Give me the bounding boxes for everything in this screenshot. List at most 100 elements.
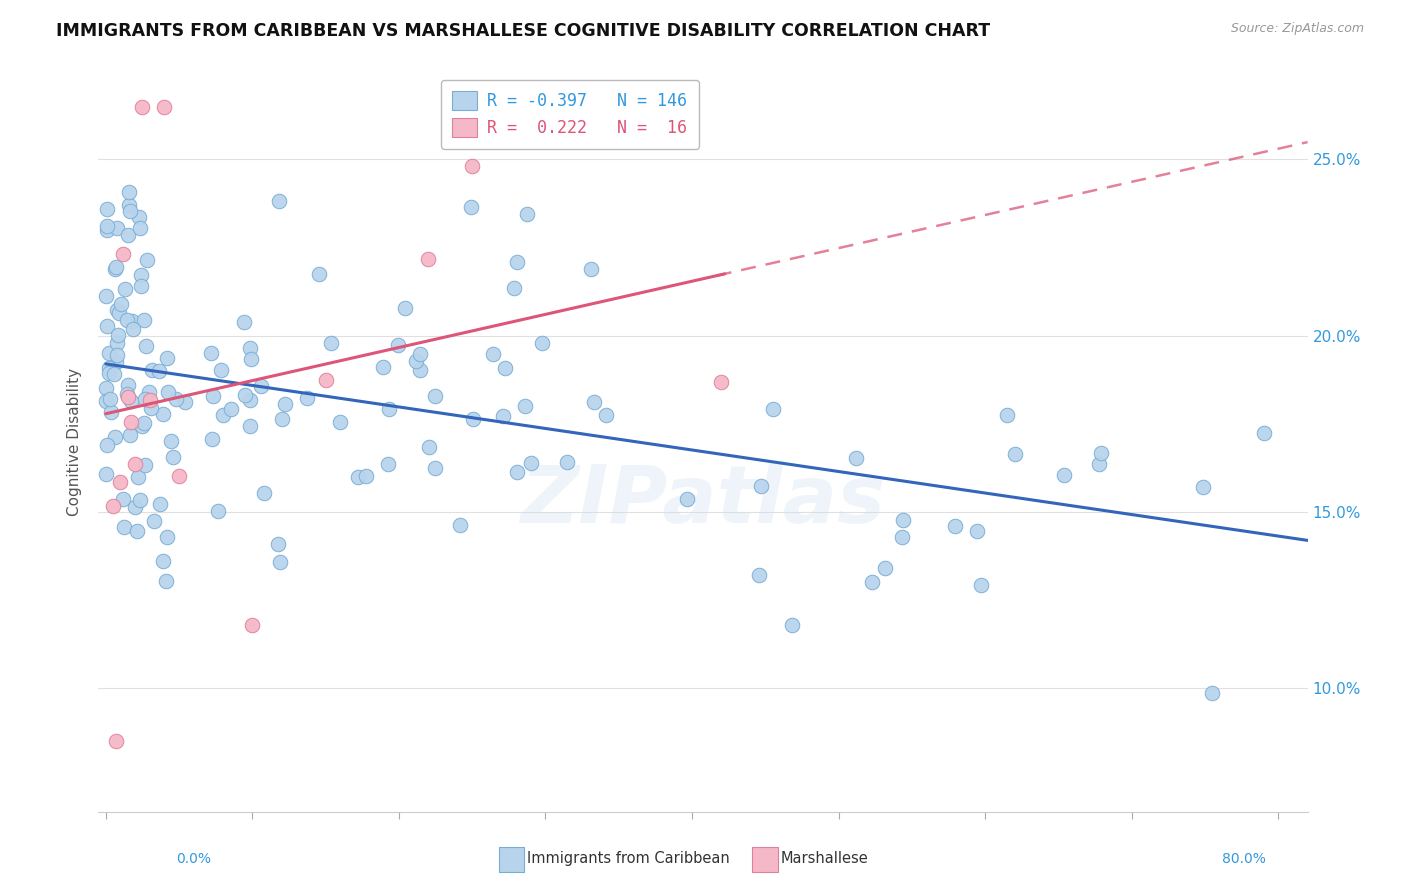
Point <box>274 397 297 411</box>
Point <box>105 355 128 369</box>
Text: IMMIGRANTS FROM CARIBBEAN VS MARSHALLESE COGNITIVE DISABILITY CORRELATION CHART: IMMIGRANTS FROM CARIBBEAN VS MARSHALLESE… <box>56 22 990 40</box>
Point <box>891 513 914 527</box>
Point <box>492 409 515 423</box>
Point <box>378 402 401 417</box>
Point <box>94 393 117 408</box>
Point <box>165 392 187 406</box>
Point <box>110 475 132 489</box>
Point <box>460 200 482 214</box>
Point <box>387 338 409 352</box>
Point <box>319 336 342 351</box>
Point <box>174 395 197 409</box>
Point <box>503 281 526 295</box>
Point <box>520 456 543 470</box>
Point <box>267 536 290 550</box>
Point <box>238 419 260 434</box>
Point <box>115 313 138 327</box>
Point <box>138 384 160 399</box>
Point <box>202 389 225 403</box>
Point <box>105 348 128 362</box>
Point <box>240 617 263 632</box>
Point <box>239 341 262 355</box>
Point <box>845 450 868 465</box>
Point <box>120 415 142 429</box>
Point <box>128 210 150 224</box>
Point <box>108 306 131 320</box>
Point <box>200 345 222 359</box>
Point <box>117 227 139 242</box>
Point <box>129 221 152 235</box>
Point <box>112 520 135 534</box>
Point <box>405 354 427 368</box>
Point <box>143 515 166 529</box>
Point <box>1004 447 1026 461</box>
Point <box>96 223 118 237</box>
Point <box>112 492 135 507</box>
Point <box>117 387 139 401</box>
Point <box>250 379 273 393</box>
Point <box>156 384 179 399</box>
Point <box>494 360 516 375</box>
Text: Marshallese: Marshallese <box>780 852 868 866</box>
Point <box>105 734 128 748</box>
Point <box>943 519 966 533</box>
Point <box>156 351 179 365</box>
Point <box>267 194 290 209</box>
Point <box>153 100 176 114</box>
Point <box>131 418 153 433</box>
Point <box>595 408 617 422</box>
Point <box>394 301 416 315</box>
Text: ZIPatlas: ZIPatlas <box>520 462 886 540</box>
Point <box>160 434 183 449</box>
Point <box>676 492 699 507</box>
Legend: R = -0.397   N = 146, R =  0.222   N =  16: R = -0.397 N = 146, R = 0.222 N = 16 <box>441 79 699 149</box>
Point <box>449 517 471 532</box>
Point <box>135 339 157 353</box>
Point <box>96 467 118 481</box>
Point <box>461 411 484 425</box>
Point <box>136 252 159 267</box>
Point <box>124 500 146 515</box>
Point <box>408 347 430 361</box>
Point <box>1088 458 1111 472</box>
Point <box>425 460 447 475</box>
Text: Source: ZipAtlas.com: Source: ZipAtlas.com <box>1230 22 1364 36</box>
Point <box>118 198 141 212</box>
Point <box>134 313 156 327</box>
Point <box>1192 480 1215 494</box>
Point <box>315 373 337 387</box>
Point <box>112 246 135 260</box>
Point <box>105 336 128 351</box>
Point <box>239 392 262 407</box>
Point <box>418 440 440 454</box>
Point <box>138 392 160 407</box>
Point <box>96 219 118 233</box>
Point <box>105 221 128 235</box>
Text: 80.0%: 80.0% <box>1222 852 1265 866</box>
Point <box>141 362 163 376</box>
Point <box>98 392 121 407</box>
Point <box>516 207 538 221</box>
Point <box>107 327 129 342</box>
Point <box>149 497 172 511</box>
Point <box>122 322 145 336</box>
Point <box>966 524 988 538</box>
Point <box>373 359 395 374</box>
Point <box>209 363 232 377</box>
Point <box>167 469 190 483</box>
Point <box>148 364 170 378</box>
Point <box>134 392 156 406</box>
Point <box>201 432 224 446</box>
Point <box>748 567 770 582</box>
Point <box>152 553 174 567</box>
Point <box>860 574 883 589</box>
Point <box>114 282 136 296</box>
Point <box>134 458 156 472</box>
Point <box>505 465 527 479</box>
Point <box>232 315 254 329</box>
Point <box>762 402 785 417</box>
Point <box>127 470 149 484</box>
Point <box>579 262 602 277</box>
Point <box>129 268 152 283</box>
Point <box>513 399 536 413</box>
